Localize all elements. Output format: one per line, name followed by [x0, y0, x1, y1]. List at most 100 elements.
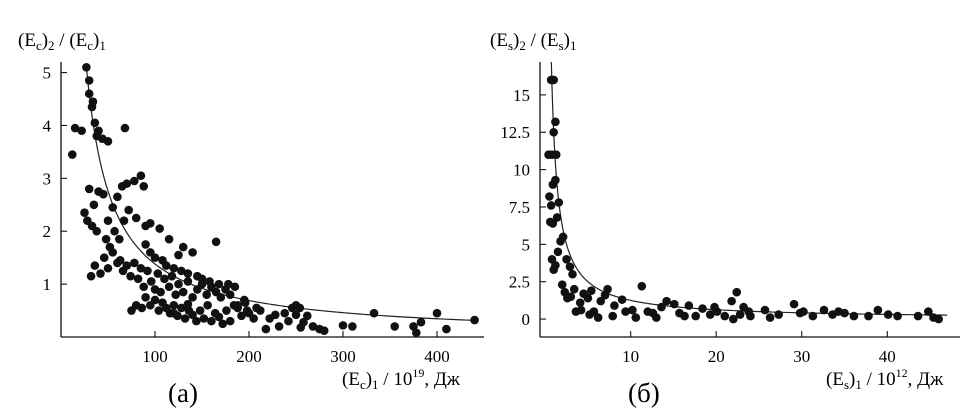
data-point	[114, 234, 124, 244]
data-point	[735, 310, 745, 319]
data-point	[551, 117, 560, 127]
data-point	[96, 269, 105, 278]
data-point	[587, 286, 596, 295]
data-point	[637, 281, 647, 291]
fit-curve	[85, 66, 477, 322]
data-point	[136, 171, 146, 180]
data-point	[732, 287, 742, 297]
fit-curve	[550, 61, 948, 316]
x-tick-label: 10	[622, 347, 639, 366]
data-point	[146, 277, 156, 286]
data-point	[849, 311, 859, 321]
data-point	[934, 314, 943, 324]
data-point	[691, 311, 700, 321]
data-point	[652, 313, 661, 322]
data-point	[177, 303, 186, 313]
x-tick-label: 200	[236, 347, 262, 366]
data-point	[237, 311, 246, 321]
data-point	[108, 203, 117, 212]
y-tick-label: 5	[522, 235, 531, 254]
data-point	[225, 290, 235, 299]
data-point	[199, 314, 209, 323]
data-point	[569, 284, 579, 294]
data-point	[596, 296, 606, 306]
data-point	[70, 123, 80, 133]
data-point	[80, 208, 89, 218]
y-tick-label: 7.5	[509, 198, 530, 217]
data-point	[319, 326, 329, 335]
x-tick-label: 40	[879, 347, 896, 366]
data-point	[192, 316, 201, 326]
data-point	[224, 279, 233, 289]
data-point	[621, 307, 630, 316]
data-point	[390, 322, 400, 331]
data-point	[101, 234, 111, 244]
chart-panel-b: 10 20 30 40 0 2.5 5 7.5 10 12.5 15 (Es)2 / (Es)1 (…	[490, 30, 960, 408]
data-point	[575, 298, 585, 307]
y-axis-label: (Es)2 / (Es)1	[490, 30, 576, 53]
data-point	[197, 274, 207, 284]
data-points	[67, 62, 479, 338]
data-point	[131, 213, 141, 223]
data-point	[789, 299, 799, 309]
y-tick-label: 10	[513, 161, 530, 180]
data-point	[130, 176, 139, 186]
data-point	[680, 311, 689, 321]
data-point	[729, 314, 738, 324]
data-point	[252, 303, 261, 313]
data-point	[412, 328, 421, 338]
data-point	[174, 279, 183, 289]
data-point	[67, 150, 77, 159]
data-point	[222, 306, 231, 315]
data-point	[230, 282, 240, 292]
data-point	[119, 216, 129, 225]
data-point	[549, 127, 558, 137]
data-point	[126, 271, 135, 281]
x-tick-label: 400	[424, 347, 450, 366]
data-point	[94, 126, 103, 136]
data-point	[670, 299, 679, 309]
data-point	[284, 316, 293, 326]
data-point	[552, 213, 562, 222]
data-point	[84, 184, 94, 194]
data-point	[139, 181, 149, 191]
data-point	[103, 216, 113, 225]
data-point	[416, 317, 426, 327]
chart-panel-a: 100 200 300 400 1 2 3 4 5 (Ec)2 / (Ec)1 (Ec)1 / …	[18, 30, 484, 408]
data-point	[150, 253, 160, 262]
data-point	[296, 323, 306, 332]
data-point	[108, 248, 117, 257]
data-point	[174, 250, 183, 260]
data-point	[122, 179, 132, 188]
y-tick-label: 1	[43, 275, 52, 294]
data-point	[551, 150, 561, 159]
data-points	[544, 75, 943, 324]
data-point	[291, 300, 301, 310]
data-point	[558, 232, 568, 242]
data-point	[551, 260, 560, 270]
data-point	[924, 307, 933, 316]
x-tick-label: 20	[708, 347, 725, 366]
data-point	[156, 287, 165, 297]
data-point	[77, 126, 86, 136]
data-point	[554, 198, 564, 207]
data-point	[610, 301, 619, 310]
x-axis-label: (Ec)1 / 1019, Дж	[342, 366, 461, 392]
data-point	[348, 322, 357, 331]
data-point	[470, 315, 479, 325]
data-point	[593, 313, 603, 322]
data-point	[120, 123, 130, 133]
data-point	[89, 200, 99, 210]
data-point	[203, 300, 212, 310]
data-point	[308, 322, 318, 331]
y-tick-label: 12.5	[500, 123, 530, 142]
axis-ticks	[540, 94, 888, 337]
data-point	[84, 76, 94, 85]
data-point	[808, 311, 818, 321]
data-point	[160, 274, 169, 284]
data-point	[130, 258, 139, 268]
data-point	[113, 192, 122, 202]
data-point	[84, 89, 94, 99]
data-point	[141, 240, 150, 249]
